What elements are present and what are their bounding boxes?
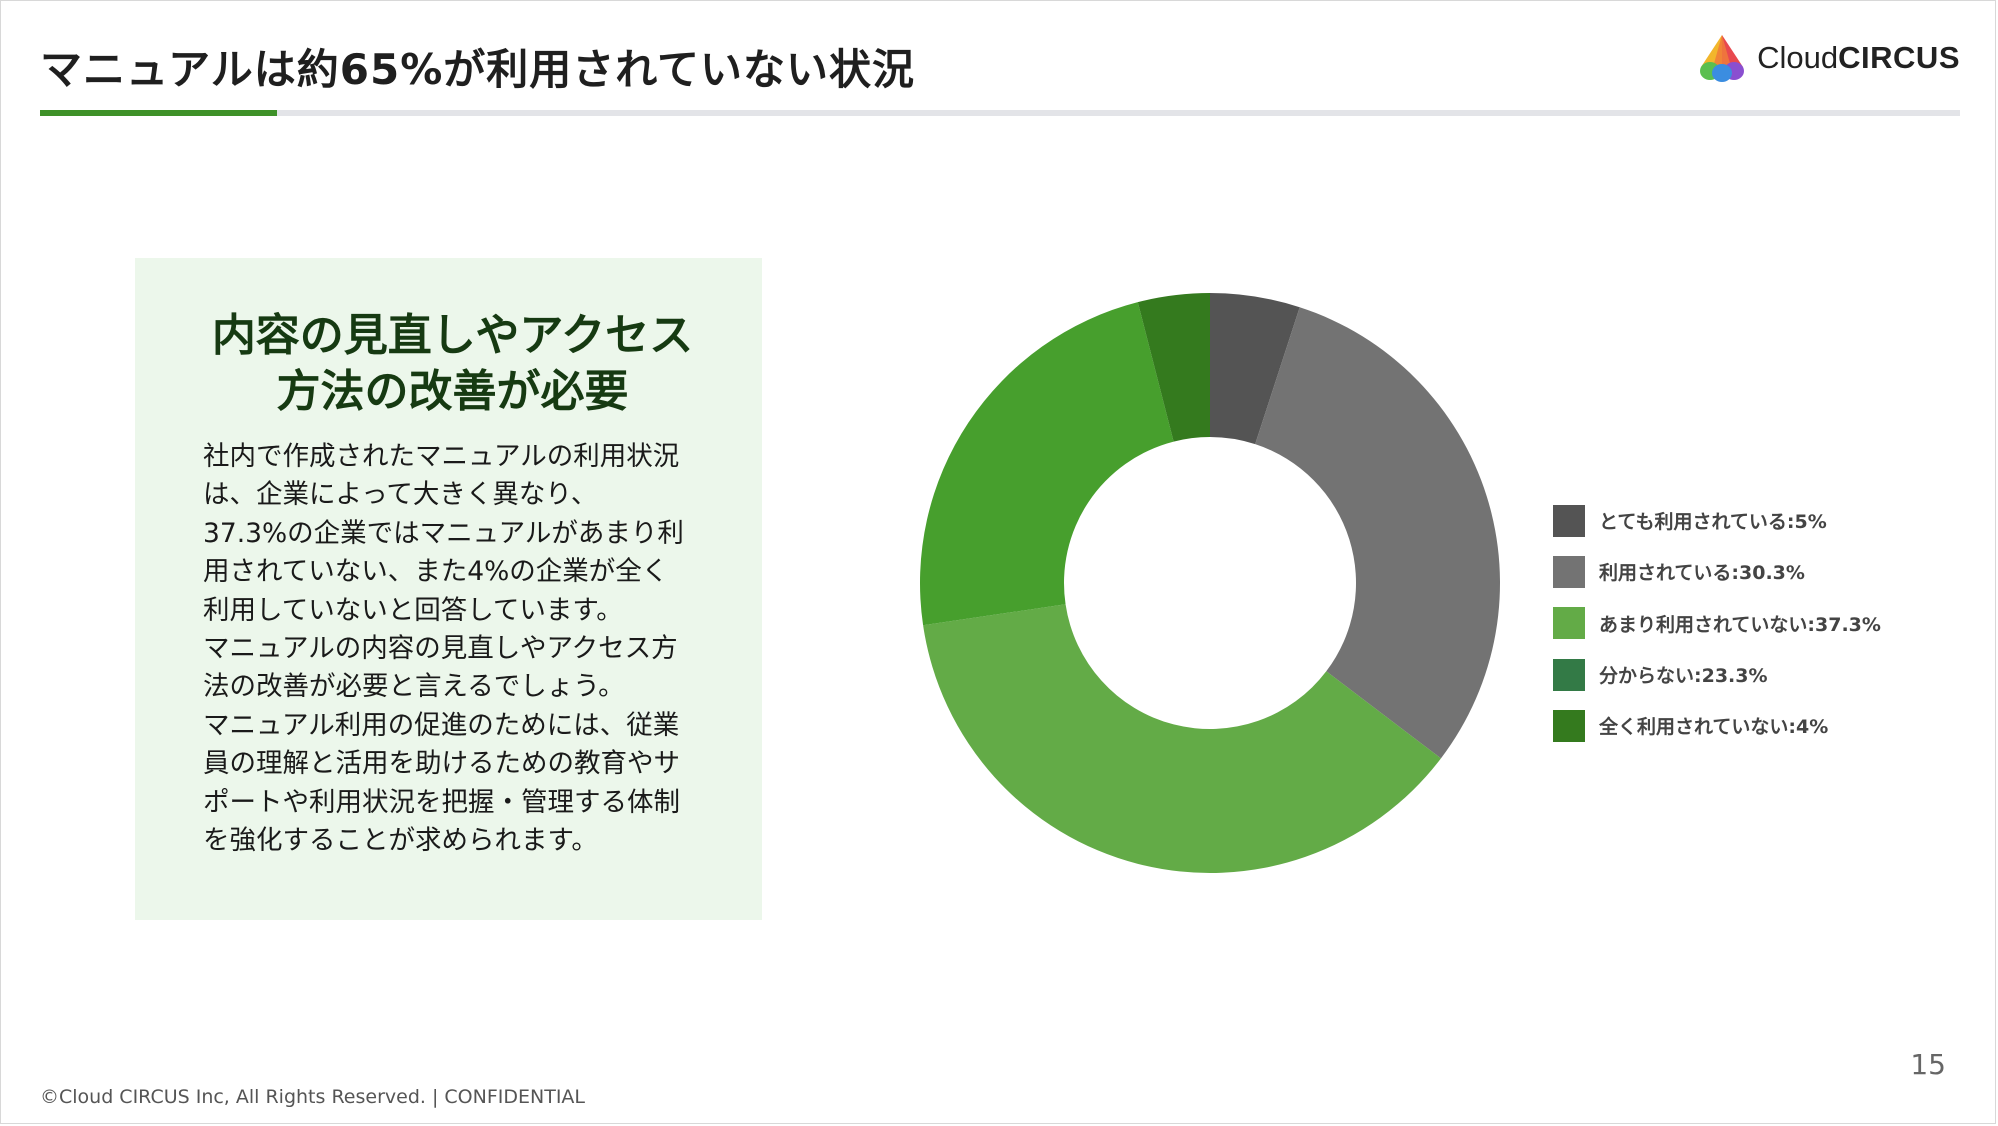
donut-slice [1210,293,1300,445]
title-underline-accent [40,110,277,116]
callout-body-line: 37.3%の企業ではマニュアルがあまり利 [203,517,684,549]
callout-body-line: 員の理解と活用を助けるための教育やサ [203,748,680,780]
callout-body-line: 法の改善が必要と言えるでしょう。 [203,671,625,703]
legend-swatch [1553,658,1585,691]
legend-label: 分からない:23.3% [1599,665,1768,688]
footer-copyright: ©Cloud CIRCUS Inc, All Rights Reserved. … [40,1086,586,1108]
page-title: マニュアルは約65%が利用されていない状況 [40,45,916,94]
donut-chart [900,280,1520,880]
callout-body-line: マニュアル利用の促進のためには、従業 [203,709,680,741]
callout-body-line: マニュアルの内容の見直しやアクセス方 [203,633,678,665]
donut-slice [1137,293,1210,442]
legend-label: 利用されている:30.3% [1599,562,1805,585]
donut-slice [923,604,1441,873]
logo-wordmark: CloudCIRCUS [1757,40,1960,75]
cloud-circus-logo-icon [1697,33,1747,83]
callout-body-line: を強化することが求められます。 [203,825,598,857]
donut-slice [1255,307,1500,759]
summary-callout: 内容の見直しやアクセス 方法の改善が必要 社内で作成されたマニュアルの利用状況 … [135,258,762,920]
callout-heading: 内容の見直しやアクセス 方法の改善が必要 [203,308,702,420]
callout-body-line: は、企業によって大きく異なり、 [203,479,598,511]
chart-legend: とても利用されている:5% 利用されている:30.3% あまり利用されていない:… [1553,495,1881,751]
legend-label: あまり利用されていない:37.3% [1599,613,1881,636]
donut-slice [920,302,1174,626]
callout-body-line: 社内で作成されたマニュアルの利用状況 [203,441,680,472]
legend-item: とても利用されている:5% [1553,495,1881,546]
callout-body-line: ポートや利用状況を把握・管理する体制 [203,786,680,818]
legend-swatch [1553,555,1585,588]
legend-swatch [1553,709,1585,742]
callout-body-line: 利用していないと回答しています。 [203,594,623,626]
legend-swatch [1553,504,1585,537]
callout-body: 社内で作成されたマニュアルの利用状況 は、企業によって大きく異なり、 37.3%… [203,438,702,860]
callout-heading-line: 方法の改善が必要 [276,366,629,417]
legend-item: あまり利用されていない:37.3% [1553,598,1881,649]
callout-body-line: 用されていない、また4%の企業が全く [203,556,669,588]
legend-item: 利用されている:30.3% [1553,546,1881,597]
cloud-circus-logo: CloudCIRCUS [1697,30,1960,86]
legend-label: 全く利用されていない:4% [1599,716,1829,739]
legend-item: 分からない:23.3% [1553,649,1881,700]
donut-chart-svg [920,293,1500,873]
callout-heading-line: 内容の見直しやアクセス [211,310,694,361]
legend-item: 全く利用されていない:4% [1553,700,1881,751]
page-number: 15 [1910,1048,1946,1081]
title-underline [40,110,1960,116]
legend-swatch [1553,607,1585,640]
legend-label: とても利用されている:5% [1599,511,1827,534]
